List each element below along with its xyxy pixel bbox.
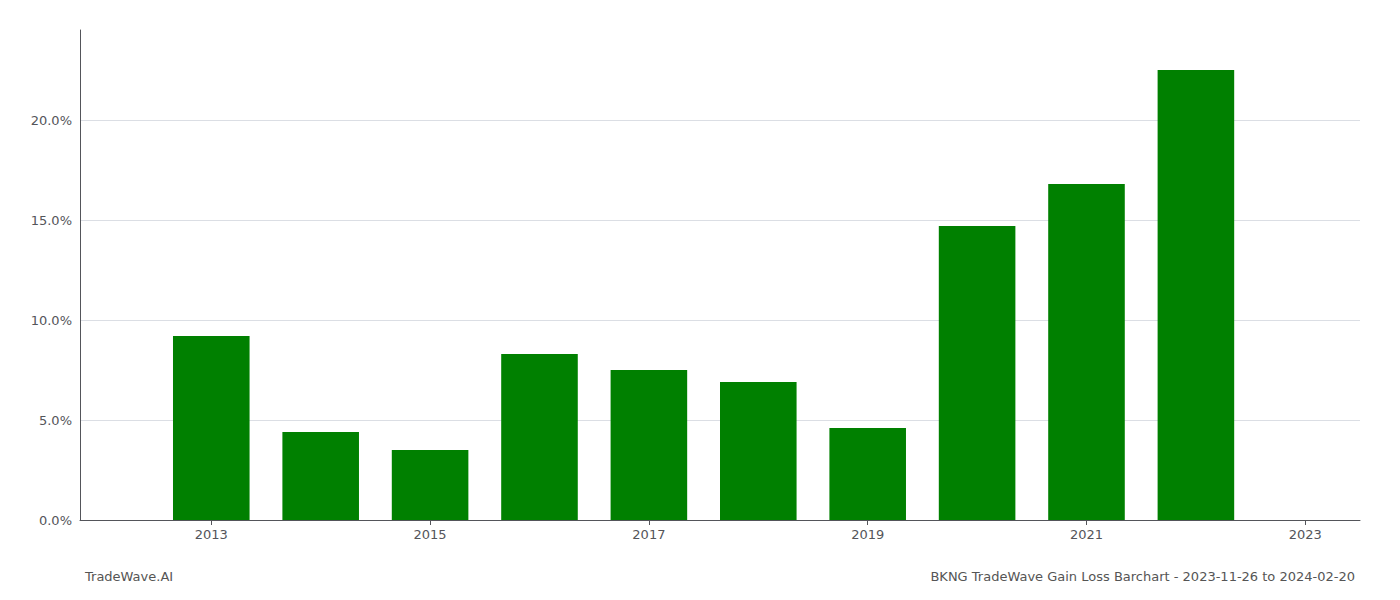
svg-text:5.0%: 5.0% <box>39 413 72 428</box>
svg-text:2021: 2021 <box>1070 527 1103 542</box>
svg-text:10.0%: 10.0% <box>31 313 72 328</box>
svg-text:BKNG TradeWave Gain Loss Barch: BKNG TradeWave Gain Loss Barchart - 2023… <box>930 569 1355 584</box>
svg-text:15.0%: 15.0% <box>31 213 72 228</box>
svg-text:0.0%: 0.0% <box>39 513 72 528</box>
svg-text:2019: 2019 <box>851 527 884 542</box>
svg-text:20.0%: 20.0% <box>31 113 72 128</box>
svg-text:2017: 2017 <box>632 527 665 542</box>
svg-text:2013: 2013 <box>195 527 228 542</box>
svg-text:2023: 2023 <box>1289 527 1322 542</box>
svg-text:TradeWave.AI: TradeWave.AI <box>84 569 173 584</box>
svg-text:2015: 2015 <box>414 527 447 542</box>
